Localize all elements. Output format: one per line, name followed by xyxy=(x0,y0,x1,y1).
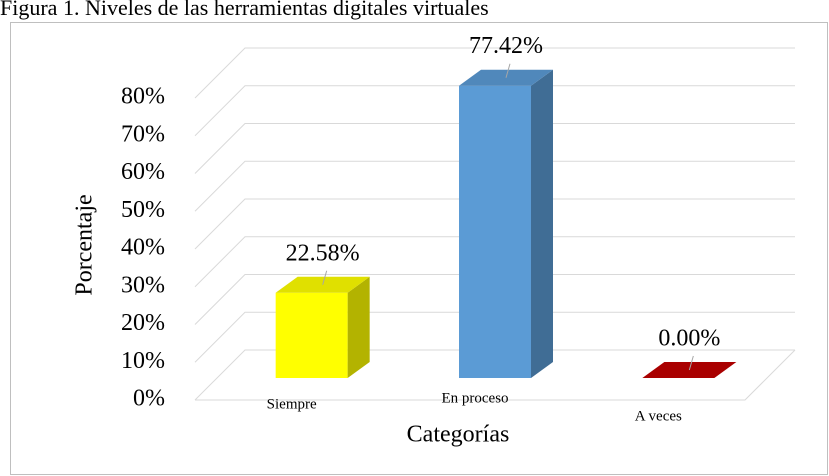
x-tick-label: En proceso xyxy=(441,390,508,406)
chart-title: Figura 1. Niveles de las herramientas di… xyxy=(0,0,489,20)
label-leader xyxy=(322,270,328,285)
grid-line xyxy=(194,85,795,137)
x-axis-title: Categorías xyxy=(407,422,510,448)
y-tick-label: 20% xyxy=(121,310,165,336)
y-axis-title: Porcentaje xyxy=(72,194,98,295)
x-tick-label: A veces xyxy=(635,408,682,424)
y-tick-label: 60% xyxy=(121,159,165,185)
data-label: 0.00% xyxy=(658,326,720,352)
data-label: 22.58% xyxy=(286,240,360,266)
bar xyxy=(459,69,553,378)
bar xyxy=(275,276,370,378)
bar-side xyxy=(347,276,370,378)
y-tick-label: 0% xyxy=(133,386,165,412)
grid-line xyxy=(194,349,795,401)
grid-line xyxy=(194,274,795,325)
bar-front xyxy=(275,292,348,378)
x-tick-label: Siempre xyxy=(267,396,317,412)
grid-line xyxy=(194,311,795,363)
grid-line xyxy=(194,47,795,99)
label-leader xyxy=(688,355,694,371)
grid-line xyxy=(194,123,795,174)
y-tick-label: 40% xyxy=(121,235,165,261)
chart-frame xyxy=(10,22,828,475)
floor-line xyxy=(195,349,796,401)
y-tick-label: 80% xyxy=(121,84,165,110)
y-tick-label: 50% xyxy=(121,197,165,223)
y-tick-label: 30% xyxy=(121,272,165,298)
grid-line xyxy=(194,198,795,250)
bar-front xyxy=(459,85,531,378)
label-leader xyxy=(505,63,511,78)
y-tick-label: 10% xyxy=(121,348,165,374)
y-tick-label: 70% xyxy=(121,121,165,147)
grid-line xyxy=(194,160,795,212)
bar-side xyxy=(531,69,553,378)
data-label: 77.42% xyxy=(469,33,543,59)
grid-line xyxy=(194,236,795,288)
